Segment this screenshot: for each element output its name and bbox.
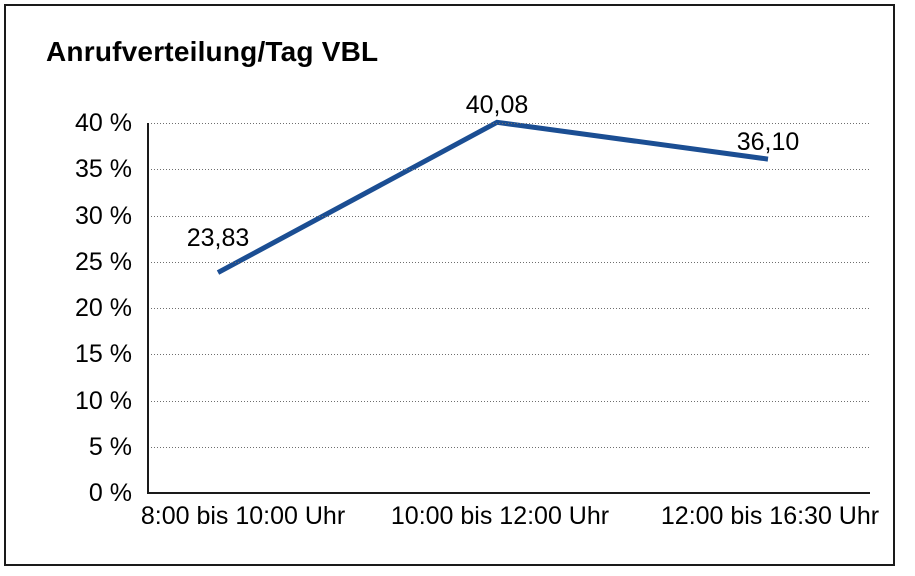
y-tick-label: 5 %	[88, 433, 132, 461]
y-tick-label: 10 %	[75, 387, 132, 415]
y-tick-label: 0 %	[88, 479, 132, 507]
y-tick-label: 20 %	[75, 294, 132, 322]
y-tick-label: 40 %	[75, 109, 132, 137]
y-tick-label: 35 %	[75, 155, 132, 183]
y-gridline	[148, 123, 870, 124]
y-tick-label: 30 %	[75, 202, 132, 230]
x-tick-label: 12:00 bis 16:30 Uhr	[660, 502, 880, 530]
y-tick-label: 15 %	[75, 340, 132, 368]
y-gridline	[148, 447, 870, 448]
chart-title: Anrufverteilung/Tag VBL	[46, 36, 379, 67]
data-point-label: 23,83	[186, 224, 250, 252]
data-point-label: 40,08	[465, 91, 529, 119]
y-gridline	[148, 308, 870, 309]
y-gridline	[148, 401, 870, 402]
chart-frame: Anrufverteilung/Tag VBL	[4, 4, 895, 566]
data-point-label: 36,10	[736, 128, 800, 156]
x-tick-label: 8:00 bis 10:00 Uhr	[140, 502, 346, 530]
y-gridline	[148, 169, 870, 170]
y-gridline	[148, 354, 870, 355]
y-axis	[147, 123, 149, 494]
y-gridline	[148, 216, 870, 217]
x-axis	[148, 492, 870, 494]
y-gridline	[148, 262, 870, 263]
y-tick-label: 25 %	[75, 248, 132, 276]
x-tick-label: 10:00 bis 12:00 Uhr	[390, 502, 610, 530]
